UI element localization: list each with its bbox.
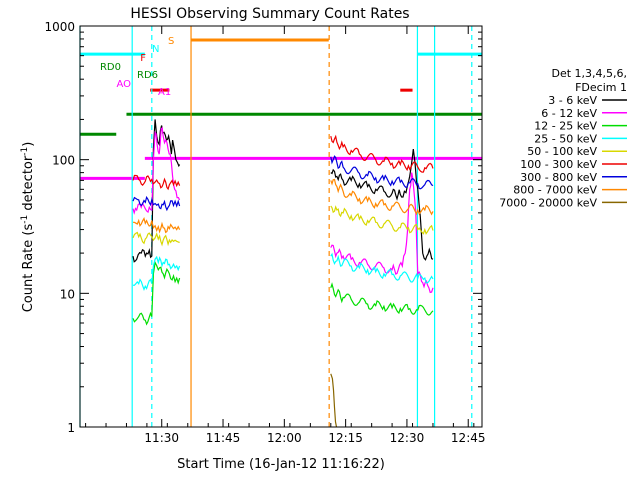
y-tick-label: 1 [67, 421, 75, 435]
y-tick-label: 1000 [44, 20, 75, 34]
legend-label: 3 - 6 keV [548, 94, 597, 107]
series-line-3 [132, 252, 434, 292]
x-tick-label: 12:45 [451, 431, 486, 445]
flag-label-rd6: RD6 [137, 70, 158, 81]
y-tick-label: 10 [60, 287, 75, 301]
legend-label: 100 - 300 keV [520, 158, 597, 171]
vertical-markers-group [79, 26, 473, 427]
flag-label-a1: A1 [158, 87, 171, 98]
chart-title: HESSI Observing Summary Count Rates [130, 6, 409, 22]
flag-bars-group [80, 38, 482, 180]
x-tick-label: 12:30 [390, 431, 425, 445]
x-tick-label: 11:45 [206, 431, 241, 445]
x-tick-label: 12:00 [267, 431, 302, 445]
plot-frame [79, 25, 483, 428]
flag-label-n: N [152, 44, 159, 55]
x-tick-label: 11:30 [144, 431, 179, 445]
series-line-6 [132, 155, 434, 212]
x-tick-label: 12:15 [328, 431, 363, 445]
legend-header-2: FDecim 1 [575, 81, 627, 94]
y-axis-label: Count Rate (s-1 detector-1) [20, 142, 36, 313]
series-line-7 [133, 178, 434, 234]
series-line-2 [132, 260, 434, 326]
legend-label: 7000 - 20000 keV [499, 196, 597, 209]
axis-ticks-group: 11:30 11:45 12:00 12:15 12:30 12:45 1 10 100 1000 [44, 20, 485, 445]
y-tick-label: 100 [52, 154, 75, 168]
x-axis-label: Start Time (16-Jan-12 11:16:22) [177, 457, 385, 472]
series-line-4 [132, 205, 434, 247]
series-group [132, 119, 434, 428]
flag-label-s: S [168, 36, 174, 47]
flag-label-rd0: RD0 [100, 62, 121, 73]
series-line-8 [330, 373, 338, 428]
legend-label: 12 - 25 keV [534, 120, 597, 133]
legend-label: 50 - 100 keV [527, 145, 597, 158]
legend-label: 800 - 7000 keV [513, 184, 597, 197]
legend-label: 300 - 800 keV [520, 171, 597, 184]
series-line-0 [132, 119, 434, 263]
legend-label: 6 - 12 keV [541, 107, 597, 120]
legend-header-1: Det 1,3,4,5,6, [551, 67, 627, 80]
series-line-1 [132, 126, 434, 294]
series-line-5 [132, 134, 434, 191]
legend-label: 25 - 50 keV [534, 132, 597, 145]
flag-label-ao: AO [116, 79, 131, 90]
flag-label-f: F [140, 53, 146, 64]
flag-labels-group: NS F RD0 RD6 AO A1 [100, 36, 174, 98]
